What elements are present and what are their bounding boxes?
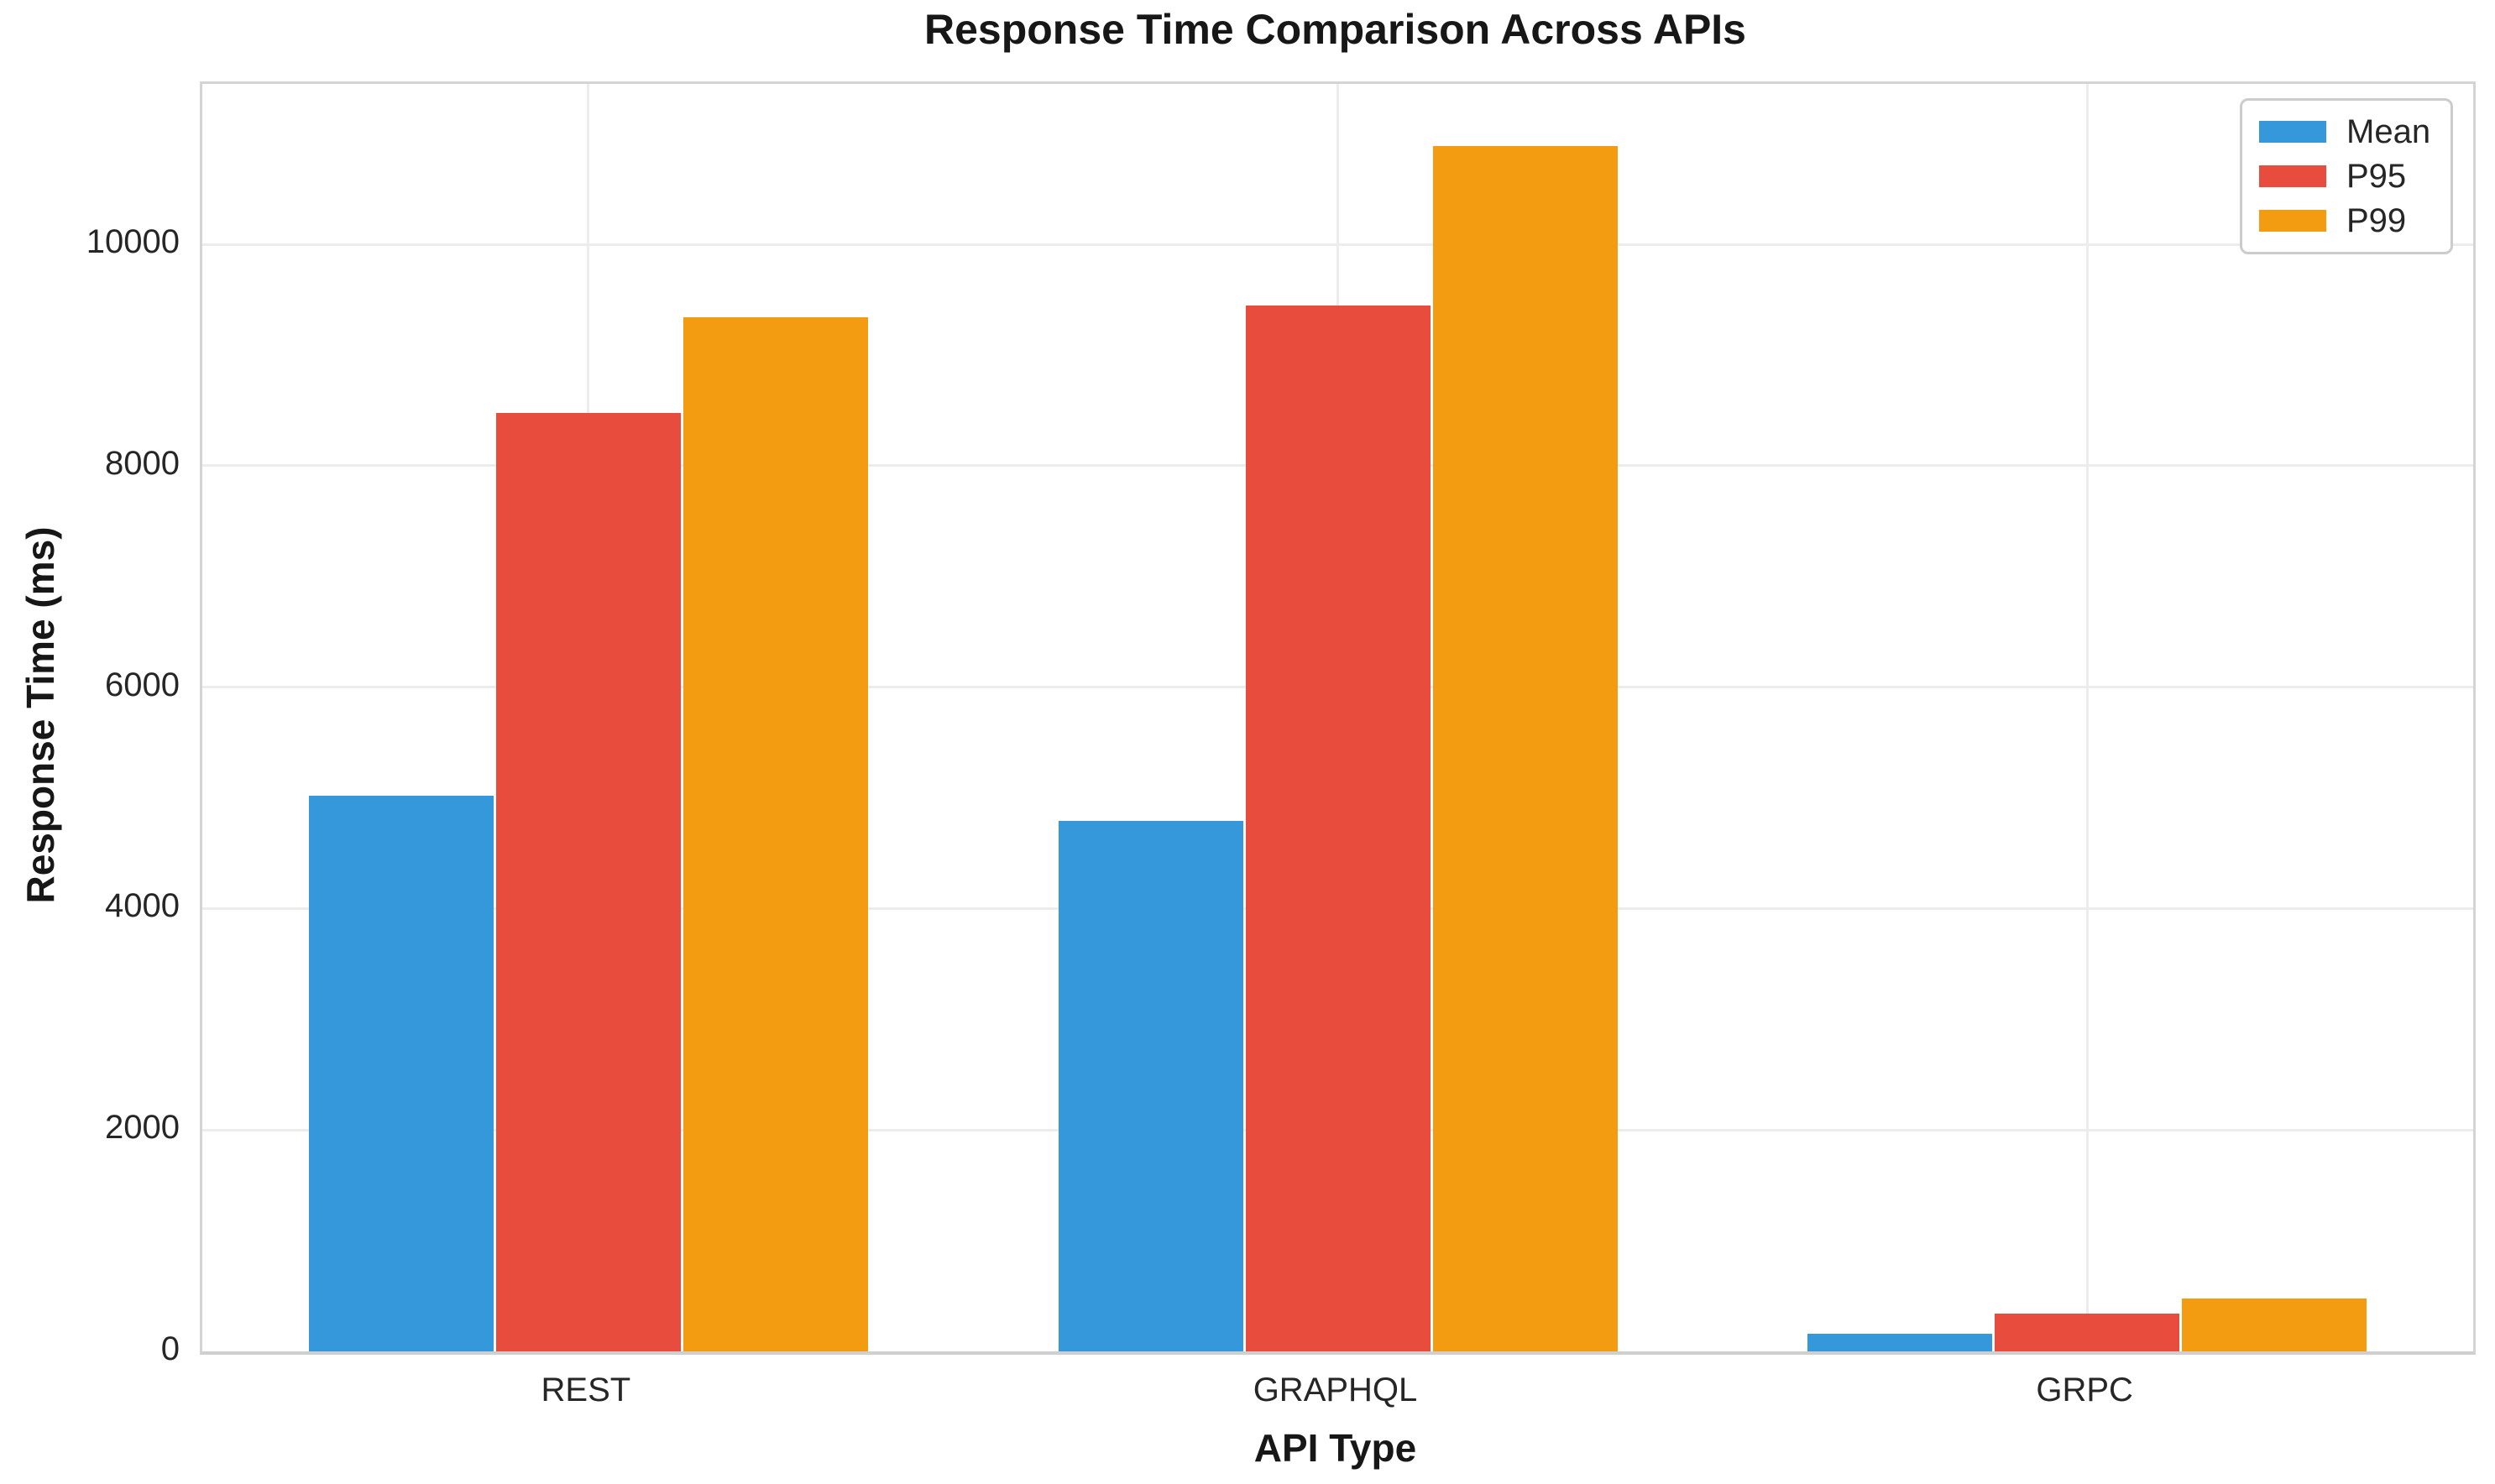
legend-item-p99: P99: [2259, 202, 2451, 239]
bar-rest-mean: [308, 795, 494, 1351]
y-tick-label: 0: [160, 1330, 180, 1367]
bar-grpc-p95: [1995, 1314, 2180, 1351]
y-axis-label: Response Time (ms): [18, 526, 62, 904]
bar-graphql-p95: [1245, 305, 1431, 1351]
bar-rest-p99: [683, 317, 868, 1351]
x-axis-label: API Type: [1253, 1426, 1417, 1470]
bar-graphql-mean: [1058, 821, 1243, 1351]
legend-swatch-mean-icon: [2259, 120, 2326, 143]
legend-label-p99: P99: [2346, 202, 2407, 240]
x-tick-label-rest: REST: [541, 1372, 631, 1408]
y-tick-label: 4000: [105, 887, 180, 925]
y-tick-label: 6000: [105, 666, 180, 703]
legend-item-p95: P95: [2259, 158, 2451, 195]
x-tick-label-graphql: GRAPHQL: [1253, 1372, 1418, 1408]
legend-label-p95: P95: [2346, 157, 2407, 195]
bar-graphql-p99: [1432, 145, 1618, 1351]
bar-grpc-mean: [1807, 1333, 1993, 1351]
y-tick-label: 8000: [105, 444, 180, 482]
plot-area: [200, 81, 2476, 1355]
chart-title: Response Time Comparison Across APIs: [923, 6, 1746, 53]
legend: Mean P95 P99: [2240, 98, 2453, 254]
legend-swatch-p95-icon: [2259, 165, 2326, 187]
legend-label-mean: Mean: [2346, 112, 2431, 150]
bar-grpc-p99: [2182, 1298, 2367, 1351]
gridline-horizontal: [202, 243, 2473, 246]
x-tick-label-grpc: GRPC: [2036, 1372, 2133, 1408]
bar-rest-p95: [495, 412, 681, 1351]
legend-swatch-p99-icon: [2259, 210, 2326, 233]
y-tick-label: 2000: [105, 1109, 180, 1147]
legend-item-mean: Mean: [2259, 113, 2451, 150]
y-tick-label: 10000: [86, 223, 180, 261]
gridline-vertical: [2085, 84, 2089, 1351]
